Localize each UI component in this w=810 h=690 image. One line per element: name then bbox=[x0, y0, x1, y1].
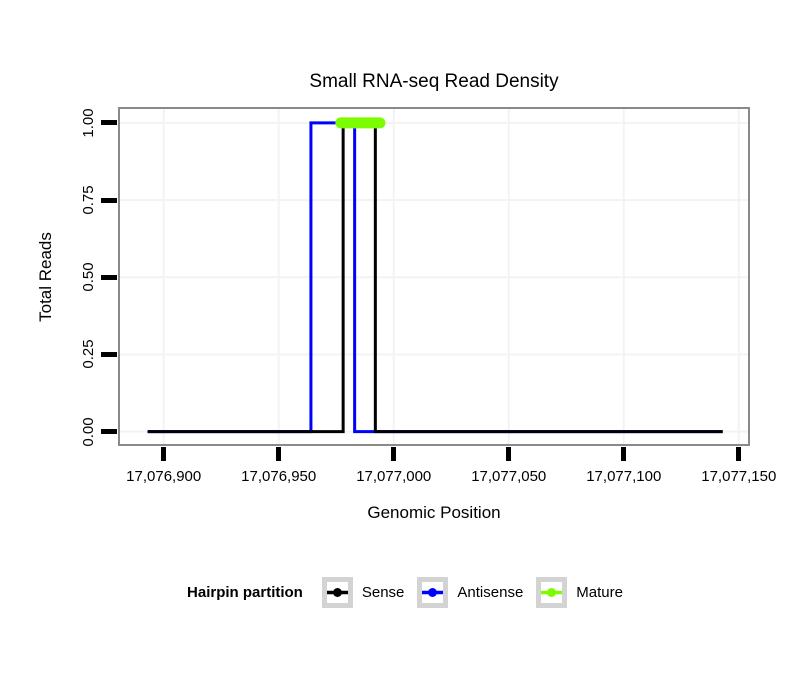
legend-key-icon bbox=[417, 577, 449, 608]
x-tick-mark bbox=[736, 447, 742, 461]
y-tick-mark bbox=[101, 429, 117, 435]
x-tick-mark bbox=[161, 447, 167, 461]
x-tick-mark bbox=[276, 447, 282, 461]
x-tick-label: 17,077,000 bbox=[356, 468, 432, 485]
legend-key-icon bbox=[536, 577, 568, 608]
legend-item-sense: Sense bbox=[321, 577, 405, 608]
x-tick-label: 17,076,900 bbox=[126, 468, 202, 485]
legend-key-glyph bbox=[541, 588, 563, 597]
y-tick-label: 0.00 bbox=[80, 417, 97, 447]
legend: Hairpin partition Sense Antisense Mature bbox=[0, 577, 810, 608]
y-tick-label: 1.00 bbox=[80, 108, 97, 138]
plot-panel bbox=[118, 107, 750, 446]
x-tick-label: 17,077,150 bbox=[701, 468, 777, 485]
y-tick-label: 0.75 bbox=[80, 185, 97, 215]
legend-key-glyph bbox=[326, 588, 348, 597]
legend-title: Hairpin partition bbox=[187, 584, 303, 601]
legend-label: Antisense bbox=[457, 584, 524, 601]
x-tick-mark bbox=[621, 447, 627, 461]
legend-label: Sense bbox=[361, 584, 405, 601]
y-tick-mark bbox=[101, 274, 117, 280]
legend-item-mature: Mature bbox=[536, 577, 623, 608]
x-tick-label: 17,077,100 bbox=[586, 468, 662, 485]
chart-title: Small RNA-seq Read Density bbox=[309, 71, 559, 92]
legend-item-antisense: Antisense bbox=[417, 577, 523, 608]
plot-area-svg bbox=[120, 109, 748, 444]
legend-key-glyph bbox=[422, 588, 444, 597]
x-tick-label: 17,077,050 bbox=[471, 468, 547, 485]
x-axis-title: Genomic Position bbox=[367, 503, 501, 522]
y-tick-mark bbox=[101, 197, 117, 203]
legend-label: Mature bbox=[576, 584, 623, 601]
x-tick-label: 17,076,950 bbox=[241, 468, 317, 485]
x-tick-mark bbox=[506, 447, 512, 461]
x-tick-mark bbox=[391, 447, 397, 461]
y-tick-mark bbox=[101, 120, 117, 126]
y-axis-title: Total Reads bbox=[36, 232, 55, 322]
y-tick-mark bbox=[101, 351, 117, 357]
legend-items: Sense Antisense Mature bbox=[321, 577, 623, 608]
y-tick-label: 0.50 bbox=[80, 262, 97, 292]
y-tick-label: 0.25 bbox=[80, 339, 97, 370]
legend-key-icon bbox=[321, 577, 353, 608]
